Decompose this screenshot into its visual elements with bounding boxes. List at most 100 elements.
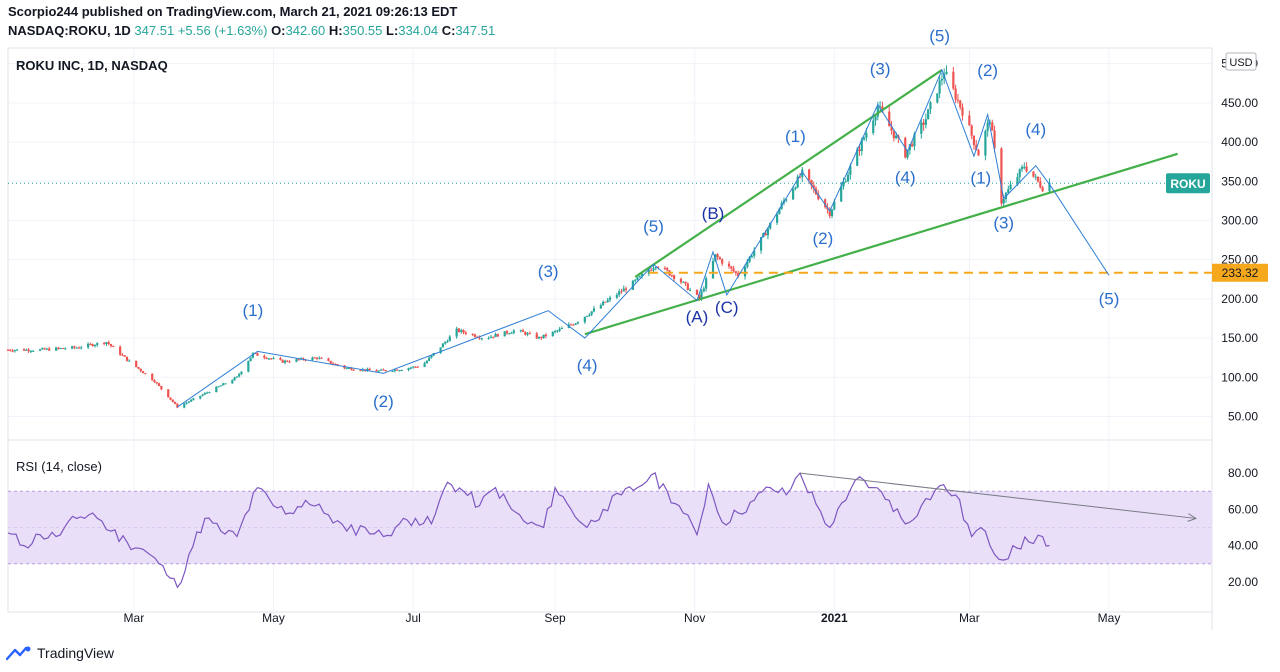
price-tick-label: 100.00 — [1221, 370, 1258, 384]
candle-body — [679, 278, 683, 283]
candle-body — [428, 357, 431, 361]
candle-body — [281, 359, 284, 363]
candle-body — [279, 358, 282, 360]
candle-body — [684, 281, 687, 284]
candle-body — [711, 260, 715, 279]
candle-body — [73, 346, 76, 348]
candle-body — [544, 334, 548, 337]
candle-body — [137, 366, 140, 369]
candle-body — [331, 363, 335, 365]
candle-body — [856, 149, 859, 166]
candle-body — [732, 268, 735, 272]
candle-body — [27, 349, 30, 352]
rsi-tick-label: 40.00 — [1228, 539, 1258, 553]
candle-body — [160, 385, 163, 390]
candle-body — [792, 189, 795, 200]
candle-body — [91, 344, 94, 347]
candle-body — [439, 347, 442, 354]
candle-body — [743, 266, 747, 277]
candle-body — [1032, 171, 1035, 177]
price-tick-label: 250.00 — [1221, 253, 1258, 267]
candle-body — [968, 115, 971, 126]
candle-body — [521, 330, 525, 333]
candle-body — [872, 120, 875, 133]
candle-body — [631, 280, 634, 290]
candle-body — [295, 359, 298, 362]
candle-body — [840, 186, 843, 202]
candle-body — [911, 144, 914, 147]
x-tick-label: Mar — [959, 611, 980, 625]
trend-channel-line — [634, 69, 943, 278]
candle-body — [888, 111, 891, 127]
candle-body — [286, 360, 289, 362]
candle-body — [622, 288, 625, 292]
candle-body — [808, 169, 811, 180]
close-label: C: — [441, 23, 456, 38]
candle-body — [844, 181, 847, 183]
candle-body — [478, 337, 481, 339]
candle-body — [464, 332, 467, 335]
candle-body — [618, 291, 621, 295]
candle-body — [215, 386, 218, 393]
candle-body — [984, 131, 987, 156]
open-value: 342.60 — [285, 23, 326, 38]
wave-label: (1) — [243, 301, 264, 320]
candle-body — [119, 346, 122, 355]
candle-body — [45, 348, 49, 350]
candle-body — [80, 347, 83, 349]
candle-body — [558, 328, 561, 331]
candle-body — [32, 350, 35, 352]
candle-body — [288, 361, 291, 363]
candle-body — [93, 345, 97, 347]
price-chart-title: ROKU INC, 1D, NASDAQ — [16, 58, 168, 73]
candle-body — [959, 100, 962, 108]
wave-label: (1) — [970, 169, 991, 188]
symbol-name: NASDAQ:ROKU, 1D — [8, 23, 131, 38]
footer: TradingView — [6, 642, 114, 664]
x-tick-label: Nov — [684, 611, 705, 625]
x-tick-label: Jul — [405, 611, 420, 625]
candle-body — [190, 399, 193, 402]
candle-body — [123, 355, 126, 357]
candle-body — [320, 357, 323, 359]
rsi-tick-label: 80.00 — [1228, 466, 1258, 480]
candle-body — [991, 122, 994, 131]
candle-body — [892, 130, 895, 139]
price-tick-label: 300.00 — [1221, 213, 1258, 227]
candle-body — [705, 278, 708, 289]
candle-body — [13, 350, 16, 352]
candle-body — [778, 208, 781, 215]
candle-body — [721, 259, 724, 264]
candle-body — [414, 366, 417, 368]
candle-body — [391, 371, 394, 373]
candle-body — [366, 368, 369, 371]
candle-body — [798, 176, 802, 178]
candle-body — [249, 357, 252, 362]
price-pane — [7, 47, 1213, 441]
candle-body — [860, 139, 863, 152]
candle-body — [505, 331, 509, 334]
candle-body — [380, 369, 383, 371]
wave-label: (C) — [715, 298, 739, 317]
candle-body — [1023, 166, 1026, 168]
candle-body — [473, 334, 477, 337]
candle-body — [727, 263, 731, 267]
candle-body — [878, 106, 882, 108]
candle-body — [922, 122, 925, 125]
candle-body — [425, 360, 428, 364]
candle-body — [57, 347, 60, 349]
candle-body — [606, 299, 609, 303]
candle-body — [830, 209, 834, 217]
candle-body — [615, 294, 618, 298]
candle-body — [652, 268, 655, 271]
candle-body — [519, 330, 522, 332]
candle-body — [1041, 187, 1044, 192]
candle-body — [267, 358, 271, 360]
wave-label: (4) — [895, 168, 916, 187]
candle-body — [993, 130, 996, 149]
candle-body — [494, 334, 497, 338]
candle-body — [87, 343, 90, 348]
candle-body — [176, 403, 179, 408]
candle-body — [874, 116, 877, 121]
